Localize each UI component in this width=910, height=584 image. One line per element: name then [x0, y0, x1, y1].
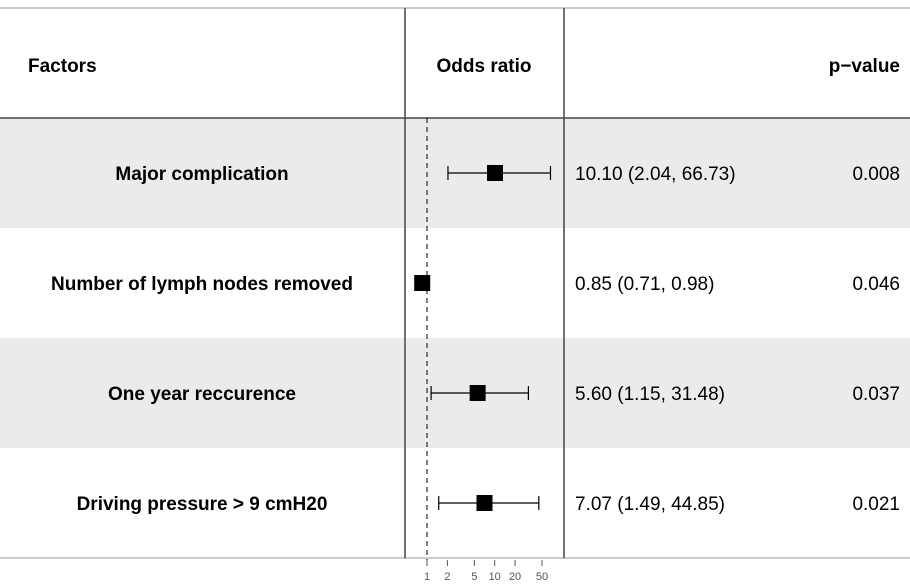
- p-value: 0.021: [852, 494, 900, 515]
- x-tick-label: 10: [489, 571, 501, 583]
- ci-text: 10.10 (2.04, 66.73): [575, 164, 736, 185]
- x-tick-label: 20: [509, 571, 521, 583]
- x-tick-label: 2: [444, 571, 450, 583]
- or-point: [486, 165, 503, 181]
- p-value: 0.008: [852, 164, 900, 185]
- or-point: [469, 385, 486, 401]
- x-axis: 1 2 5 10 20 50: [424, 118, 548, 583]
- p-value: 0.046: [852, 274, 900, 295]
- factor-label: Major complication: [115, 164, 288, 185]
- ci-text: 0.85 (0.71, 0.98): [575, 274, 714, 295]
- factor-label: Driving pressure > 9 cmH20: [77, 494, 328, 515]
- factor-label: Number of lymph nodes removed: [51, 274, 353, 295]
- header-factors: Factors: [28, 56, 97, 77]
- x-tick-label: 1: [424, 571, 430, 583]
- p-value: 0.037: [852, 384, 900, 405]
- data-rows: Major complication 10.10 (2.04, 66.73) 0.0…: [51, 164, 900, 515]
- ci-text: 5.60 (1.15, 31.48): [575, 384, 725, 405]
- ci-text: 7.07 (1.49, 44.85): [575, 494, 725, 515]
- factor-label: One year reccurence: [108, 384, 296, 405]
- x-tick-label: 50: [536, 571, 548, 583]
- or-point: [476, 495, 493, 511]
- header-odds-ratio: Odds ratio: [436, 56, 531, 77]
- header-p-value: p−value: [829, 56, 900, 77]
- or-point: [414, 275, 431, 291]
- x-tick-label: 5: [471, 571, 477, 583]
